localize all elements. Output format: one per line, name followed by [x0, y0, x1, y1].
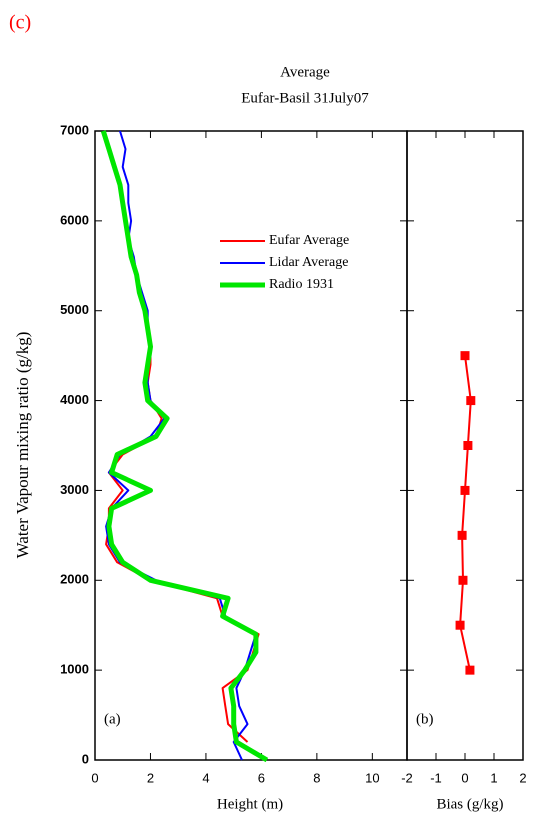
bias-marker — [457, 530, 467, 540]
y-axis-label: Water Vapour mixing ratio (g/kg) — [13, 332, 32, 559]
y-tick-label: 3000 — [60, 482, 89, 497]
bias-marker — [465, 665, 475, 675]
bias-marker — [455, 620, 465, 630]
bias-marker — [460, 485, 470, 495]
x-tick-label: -2 — [401, 770, 413, 785]
bias-marker — [463, 441, 473, 450]
x-tick-label: 2 — [519, 770, 526, 785]
bias-marker — [460, 351, 470, 361]
legend-label: Eufar Average — [269, 233, 349, 248]
x-tick-label: 6 — [258, 770, 265, 785]
x-tick-label: 2 — [147, 770, 154, 785]
profile-line — [100, 130, 269, 763]
chart-subtitle: Eufar-Basil 31July07 — [241, 90, 369, 106]
bias-marker — [466, 396, 476, 406]
y-tick-label: 7000 — [60, 122, 89, 137]
panel-label: (b) — [416, 711, 434, 727]
x-axis-label: Height (m) — [217, 796, 283, 812]
chart-title: Average — [280, 64, 330, 80]
x-tick-label: 0 — [91, 770, 98, 785]
y-tick-label: 2000 — [60, 572, 89, 587]
panel-label: (a) — [104, 711, 121, 727]
y-tick-label: 5000 — [60, 302, 89, 317]
y-tick-label: 6000 — [60, 212, 89, 227]
x-tick-label: 4 — [202, 770, 209, 785]
profile-line — [459, 355, 472, 671]
legend-label: Lidar Average — [269, 255, 348, 270]
x-tick-label: 10 — [365, 770, 379, 785]
y-tick-label: 4000 — [60, 392, 89, 407]
y-tick-label: 0 — [82, 751, 89, 766]
y-tick-label: 1000 — [60, 662, 89, 677]
x-tick-label: 8 — [313, 770, 320, 785]
profile-line — [105, 310, 260, 743]
x-tick-label: -1 — [430, 770, 442, 785]
bias-marker — [458, 575, 468, 585]
x-tick-label: 1 — [490, 770, 497, 785]
figure-label: (c) — [9, 12, 31, 34]
x-axis-label: Bias (g/kg) — [436, 796, 503, 812]
legend-label: Radio 1931 — [269, 277, 334, 292]
x-tick-label: 0 — [461, 770, 468, 785]
